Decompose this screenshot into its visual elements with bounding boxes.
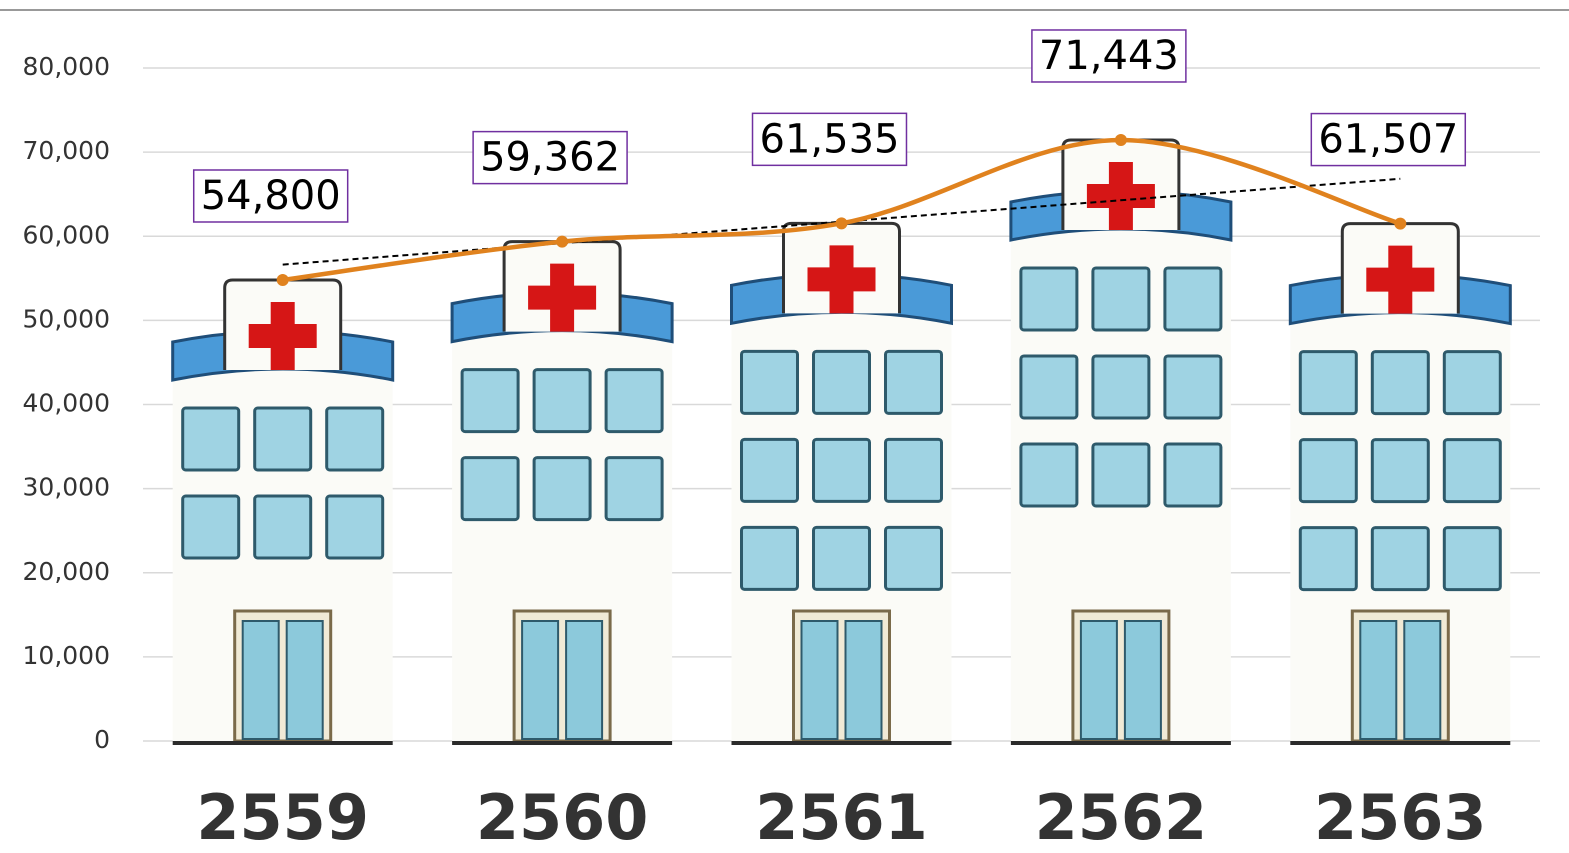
window xyxy=(183,496,239,558)
hospital-bar xyxy=(732,223,952,743)
x-tick-label: 2560 xyxy=(476,781,649,853)
window xyxy=(742,351,798,413)
window xyxy=(814,439,870,501)
window xyxy=(1093,444,1149,506)
window xyxy=(462,458,518,520)
x-tick-label: 2561 xyxy=(755,781,928,853)
line-marker xyxy=(277,274,289,286)
hospital-bar xyxy=(173,280,393,743)
door-pane xyxy=(287,621,323,739)
y-tick-label: 30,000 xyxy=(23,473,110,502)
hospital-bar xyxy=(1011,140,1231,743)
window xyxy=(255,496,311,558)
window xyxy=(327,496,383,558)
data-label: 61,507 xyxy=(1318,117,1458,163)
window xyxy=(1372,528,1428,590)
data-label: 59,362 xyxy=(480,135,620,181)
window xyxy=(1300,528,1356,590)
window xyxy=(742,439,798,501)
hospital-bar xyxy=(452,242,672,743)
window xyxy=(1444,528,1500,590)
x-tick-label: 2563 xyxy=(1314,781,1487,853)
y-tick-label: 20,000 xyxy=(23,557,110,586)
y-tick-label: 70,000 xyxy=(23,136,110,165)
window xyxy=(606,370,662,432)
door-pane xyxy=(1404,621,1440,739)
y-tick-label: 0 xyxy=(94,725,110,754)
window xyxy=(742,527,798,589)
window xyxy=(1372,352,1428,414)
window xyxy=(1300,440,1356,502)
data-label: 54,800 xyxy=(201,173,341,219)
door-pane xyxy=(1125,621,1161,739)
y-tick-label: 60,000 xyxy=(23,220,110,249)
window xyxy=(1165,444,1221,506)
door-pane xyxy=(1081,621,1117,739)
line-marker xyxy=(1115,134,1127,146)
door-pane xyxy=(243,621,279,739)
y-tick-label: 50,000 xyxy=(23,304,110,333)
window xyxy=(534,370,590,432)
y-tick-label: 10,000 xyxy=(23,641,110,670)
window xyxy=(1093,356,1149,418)
door-pane xyxy=(846,621,882,739)
window xyxy=(814,351,870,413)
window xyxy=(1165,356,1221,418)
window xyxy=(1093,268,1149,330)
chart: 0 10,000 20,000 30,000 40,000 50,000 60,000 70,… xyxy=(0,0,1569,853)
line-marker xyxy=(1394,218,1406,230)
door-pane xyxy=(522,621,558,739)
window xyxy=(327,408,383,470)
y-tick-label: 80,000 xyxy=(23,52,110,81)
window xyxy=(1300,352,1356,414)
door-pane xyxy=(802,621,838,739)
x-tick-label: 2562 xyxy=(1035,781,1208,853)
window xyxy=(886,351,942,413)
window xyxy=(183,408,239,470)
x-tick-label: 2559 xyxy=(196,781,369,853)
window xyxy=(462,370,518,432)
door-pane xyxy=(1360,621,1396,739)
window xyxy=(1165,268,1221,330)
window xyxy=(814,527,870,589)
window xyxy=(1021,444,1077,506)
window xyxy=(886,439,942,501)
window xyxy=(886,527,942,589)
window xyxy=(1021,268,1077,330)
window xyxy=(1444,440,1500,502)
data-label: 61,535 xyxy=(760,116,900,162)
window xyxy=(534,458,590,520)
window xyxy=(255,408,311,470)
door-pane xyxy=(566,621,602,739)
window xyxy=(606,458,662,520)
hospital-bar xyxy=(1290,224,1510,743)
y-tick-label: 40,000 xyxy=(23,389,110,418)
window xyxy=(1372,440,1428,502)
line-marker xyxy=(556,236,568,248)
data-label: 71,443 xyxy=(1039,33,1179,79)
window xyxy=(1444,352,1500,414)
line-marker xyxy=(836,217,848,229)
window xyxy=(1021,356,1077,418)
